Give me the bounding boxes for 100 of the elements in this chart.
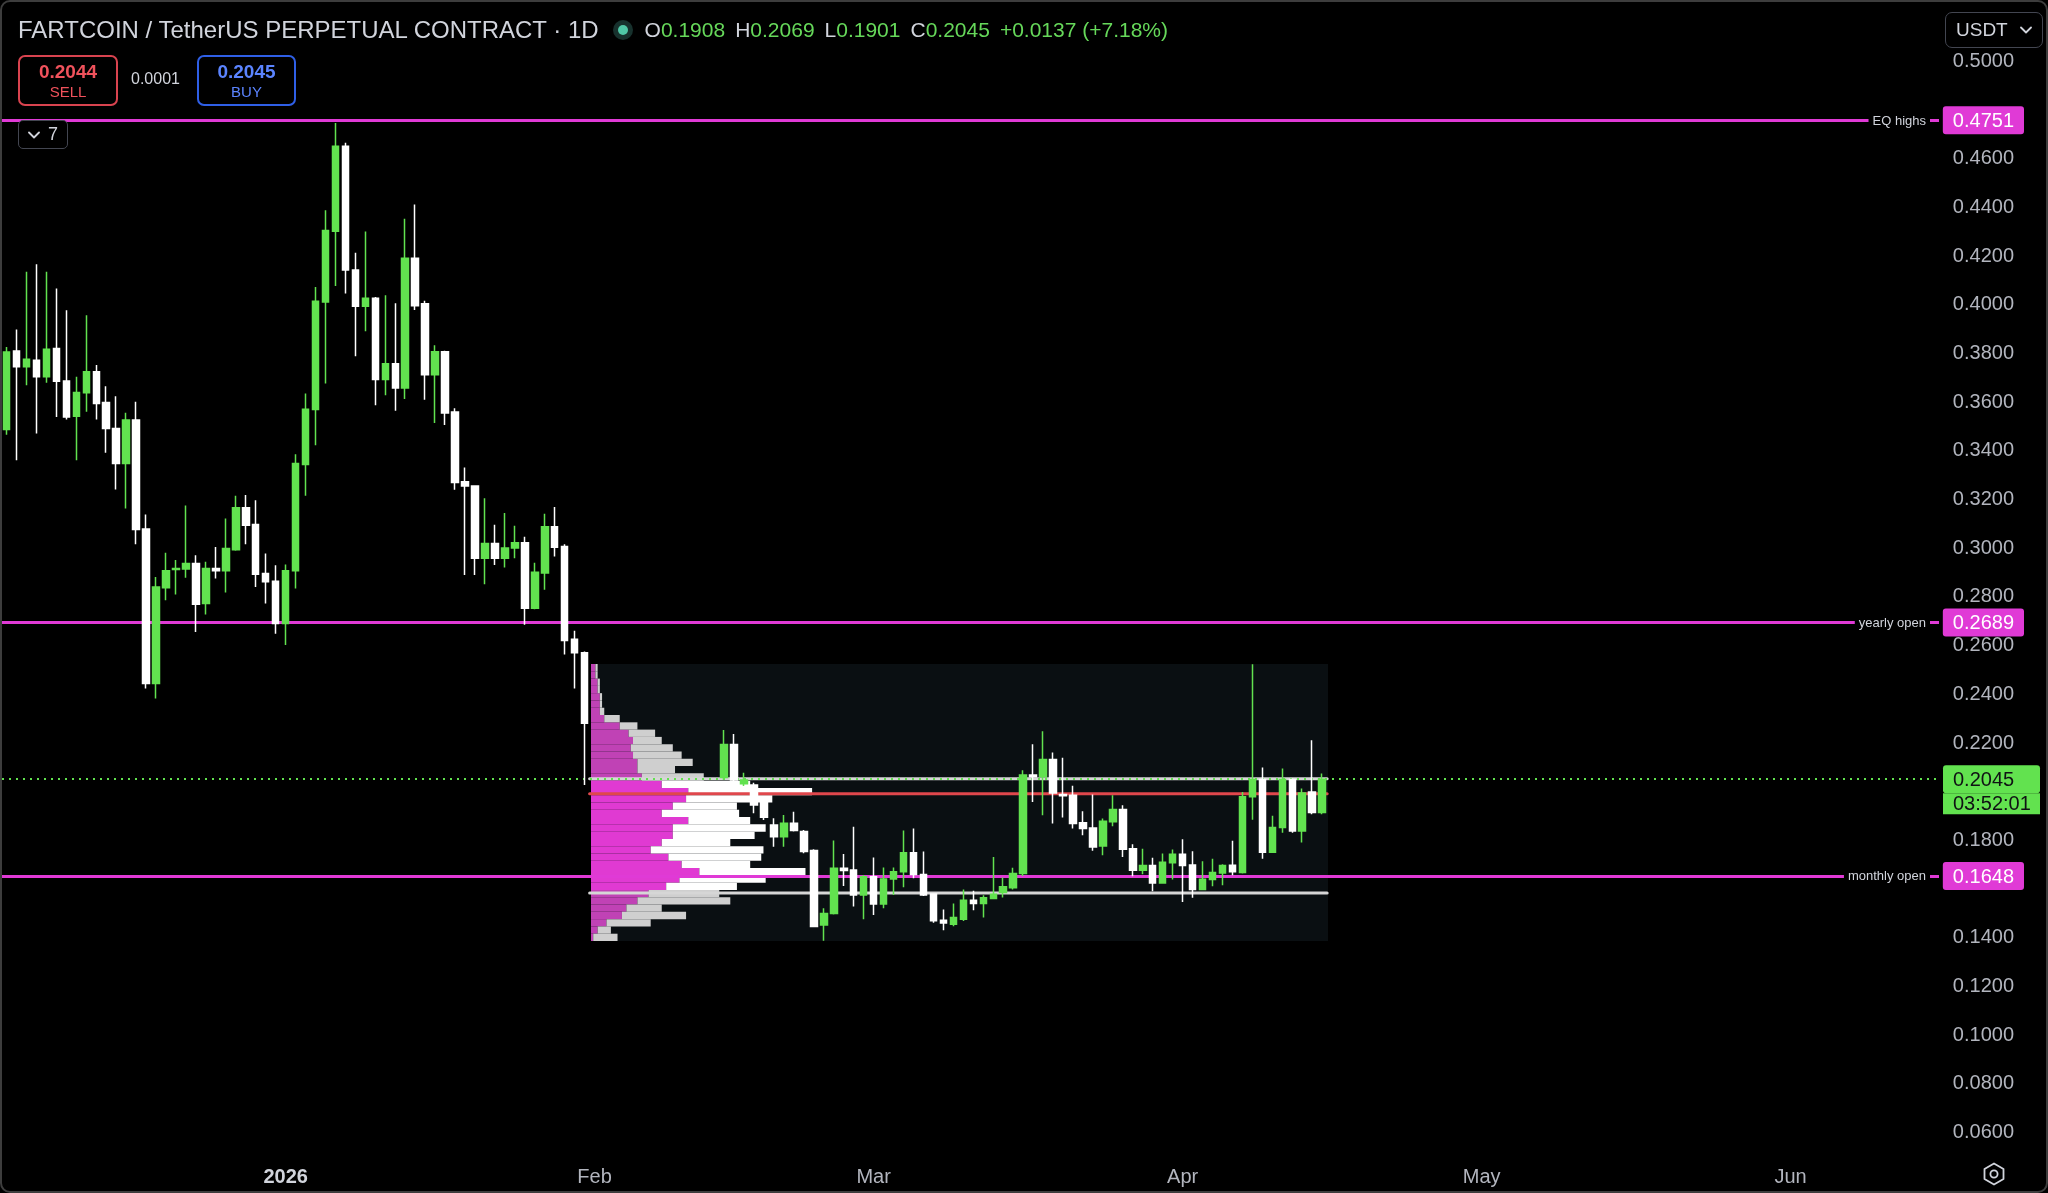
annotation: USDT <box>1956 19 2008 41</box>
x-tick-label: May <box>1462 1165 1501 1187</box>
candlestick <box>1268 815 1277 854</box>
y-tick-label: 0.1800 <box>1952 827 2014 850</box>
candlestick <box>480 497 490 585</box>
candlestick <box>430 344 440 424</box>
candlestick <box>221 517 231 594</box>
candlestick <box>1288 777 1297 834</box>
x-tick-label: Mar <box>856 1165 892 1187</box>
candlestick <box>82 314 91 413</box>
candlestick <box>161 552 171 602</box>
annotation: 03:52:01 <box>1953 791 2031 814</box>
y-tick-label: 0.2600 <box>1952 633 2014 656</box>
candlestick <box>62 309 71 421</box>
candlestick <box>351 252 360 358</box>
annotation: +0.0137 (+7.18%) <box>999 17 1169 43</box>
ref-line-label: EQ highs <box>1872 112 1927 128</box>
candlestick <box>261 552 270 605</box>
candlestick <box>1307 739 1317 816</box>
candlestick <box>311 286 320 446</box>
candlestick <box>1128 843 1138 877</box>
candlestick <box>42 271 51 384</box>
candlestick <box>959 888 968 922</box>
candlestick <box>809 848 819 929</box>
candlestick <box>1108 794 1118 827</box>
candlestick <box>879 866 888 910</box>
y-tick-label: 0.3400 <box>1952 438 2014 461</box>
y-tick-label: 0.4400 <box>1952 194 2014 217</box>
candlestick <box>32 263 41 435</box>
candlestick <box>121 412 131 510</box>
y-tick-label: 0.2045 <box>1953 768 2015 791</box>
candlestick <box>381 294 390 396</box>
x-tick-label: Feb <box>577 1165 612 1187</box>
candlestick <box>101 385 111 454</box>
annotation: 0.0001 <box>131 70 180 89</box>
candlestick <box>919 850 928 897</box>
annotation: BUY <box>231 82 262 101</box>
candlestick <box>331 122 340 287</box>
y-tick-label: 0.3800 <box>1952 340 2014 363</box>
candlestick <box>1218 863 1227 886</box>
candlestick <box>371 296 380 406</box>
candlestick <box>1198 860 1207 892</box>
y-tick-label: 0.4751 <box>1952 109 2014 132</box>
candlestick <box>799 829 809 855</box>
y-tick-label: 0.1000 <box>1952 1022 2014 1045</box>
candlestick <box>789 810 799 833</box>
sell-button: 0.2044 SELL <box>18 55 118 106</box>
x-tick-label: 2026 <box>263 1165 308 1187</box>
candlestick <box>500 512 510 569</box>
buy-button: 0.2045 BUY <box>197 55 296 106</box>
candlestick <box>52 287 61 418</box>
candlestick <box>769 817 779 848</box>
dropdown-button: 7 <box>18 120 68 149</box>
y-tick-label: 0.2800 <box>1952 584 2014 607</box>
candlestick <box>929 892 938 924</box>
y-tick-label: 0.1200 <box>1952 974 2014 996</box>
candlestick <box>869 856 878 916</box>
candlestick <box>2 346 11 436</box>
candlestick <box>391 302 400 412</box>
candlestick <box>1188 850 1197 899</box>
annotation: O0.1908 <box>644 17 726 43</box>
candlestick <box>540 513 550 591</box>
candlestick <box>570 629 579 690</box>
candlestick <box>211 546 221 580</box>
annotation: H0.2069 <box>735 17 815 43</box>
candlestick <box>819 907 829 942</box>
candlestick <box>520 535 530 626</box>
candlestick <box>1098 817 1108 856</box>
candlestick <box>171 559 181 596</box>
currency-dropdown: USDT <box>1945 12 2043 48</box>
y-tick-label: 0.2200 <box>1952 730 2014 753</box>
candlestick <box>1008 866 1018 891</box>
candlestick <box>829 839 839 916</box>
candlestick <box>181 504 191 579</box>
candlestick <box>151 576 161 700</box>
x-tick-label: Apr <box>1167 1165 1199 1187</box>
y-tick-label: 0.5000 <box>1952 48 2014 71</box>
candlestick <box>1238 791 1247 875</box>
candlestick <box>580 650 589 786</box>
candlestick <box>72 375 81 462</box>
candlestick <box>460 466 470 576</box>
annotation: L0.1901 <box>824 17 901 43</box>
candlestick <box>979 894 988 919</box>
candlestick <box>969 890 978 911</box>
candlestick <box>251 499 260 588</box>
candlestick <box>470 484 480 576</box>
candlestick <box>1148 856 1157 892</box>
candlestick <box>1078 810 1088 836</box>
candlestick <box>1048 751 1058 825</box>
x-tick-label: Jun <box>1774 1165 1807 1187</box>
candlestick <box>1118 804 1128 858</box>
annotation: 0.2044 <box>38 60 98 83</box>
candlestick <box>291 453 300 590</box>
candlestick <box>1028 743 1038 803</box>
candlestick <box>361 230 370 332</box>
candlestick <box>12 328 21 462</box>
candlestick <box>1158 852 1167 885</box>
y-tick-label: 0.1400 <box>1952 925 2014 948</box>
candlestick <box>111 395 121 491</box>
candlestick <box>530 562 540 611</box>
